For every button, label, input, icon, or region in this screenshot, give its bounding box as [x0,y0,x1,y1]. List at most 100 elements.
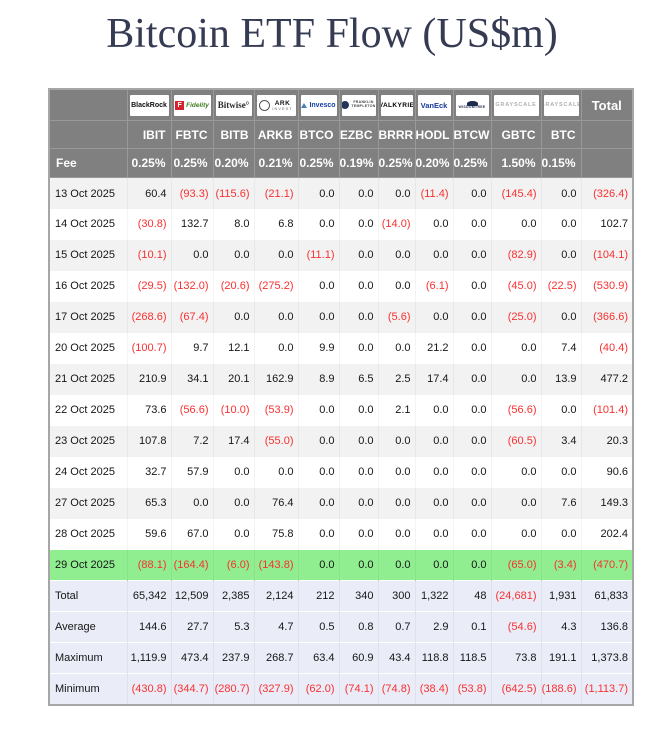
value-cell: 0.5 [298,611,340,643]
value-cell: (56.6) [171,394,214,426]
value-cell: 0.0 [339,549,379,581]
bitwise-logo: Bitwise° [215,94,252,116]
value-cell: 0.0 [254,239,299,271]
ark-wordmark: ARK [274,99,291,107]
value-cell: 20.3 [581,425,634,457]
value-cell: (642.5) [491,673,542,705]
value-cell: 27.7 [171,611,214,643]
value-cell: 9.7 [171,332,214,364]
value-cell: (14.0) [378,208,416,240]
value-cell: (67.4) [171,301,214,333]
ticker-ezbc: EZBC [338,120,379,150]
value-cell: 17.4 [415,363,454,395]
fee-bitb: 0.20% [212,148,255,179]
fee-brrr: 0.25% [377,148,416,179]
value-cell: 7.4 [541,332,582,364]
fee-arkb: 0.21% [253,148,299,179]
value-cell: (74.1) [339,673,379,705]
fee-btc: 0.15% [540,148,582,179]
value-cell: 0.0 [339,425,379,457]
value-cell: 67.0 [171,518,214,550]
value-cell: 162.9 [254,363,299,395]
value-cell: 0.0 [378,332,416,364]
value-cell: (145.4) [491,177,542,209]
value-cell: 0.0 [541,208,582,240]
value-cell: 7.2 [171,425,214,457]
data-row: 21 Oct 2025 210.9 34.1 20.1 162.9 8.9 6.5 2.5 17… [49,363,634,395]
summary-row-average: Average 144.6 27.7 5.3 4.7 0.5 0.8 0.7 2.9 0.1 (54… [49,611,634,643]
date-cell: 27 Oct 2025 [49,487,128,519]
ark-invest-subtext: INVEST [272,105,293,111]
value-cell: 0.0 [213,518,255,550]
value-cell: 2.5 [378,363,416,395]
invesco-wordmark: Invesco [309,101,336,109]
data-row: 20 Oct 2025 (100.7) 9.7 12.1 0.0 9.9 0.0 0.0 21.… [49,332,634,364]
value-cell: 61,833 [581,580,634,612]
value-cell: 75.8 [254,518,299,550]
value-cell: 0.0 [213,487,255,519]
ticker-row: IBIT FBTC BITB ARKB BTCO EZBC BRRR HODL BTCW GBTC… [48,120,634,150]
value-cell: 0.0 [541,456,582,488]
value-cell: (45.0) [491,270,542,302]
value-cell: 0.0 [254,301,299,333]
ticker-hodl: HODL [414,120,454,150]
fee-row: Fee 0.25% 0.25% 0.20% 0.21% 0.25% 0.19% 0.25% 0.… [48,148,634,179]
fidelity-wordmark: Fidelity [186,101,209,109]
value-cell: 0.0 [171,239,214,271]
value-cell: 212 [298,580,340,612]
value-cell: 0.0 [298,456,340,488]
value-cell: (115.6) [213,177,255,209]
value-cell: 0.0 [298,177,340,209]
value-cell: 13.9 [541,363,582,395]
ticker-row-total-spacer [580,120,634,150]
value-cell: 1,119.9 [127,642,172,674]
value-cell: 0.0 [298,270,340,302]
fee-gbtc: 1.50% [490,148,542,179]
value-cell: 0.0 [339,332,379,364]
value-cell: 0.0 [415,518,454,550]
fee-ezbc: 0.19% [338,148,379,179]
value-cell: 4.3 [541,611,582,643]
value-cell: 0.0 [171,487,214,519]
value-cell: (21.1) [254,177,299,209]
date-cell: 15 Oct 2025 [49,239,128,271]
value-cell: 21.2 [415,332,454,364]
value-cell: (24,681) [491,580,542,612]
value-cell: 59.6 [127,518,172,550]
value-cell: 17.4 [213,425,255,457]
value-cell: 102.7 [581,208,634,240]
value-cell: 0.0 [254,332,299,364]
wisdomtree-tree-icon [466,100,478,106]
franklin-wordmark-bottom: TEMPLETON [351,104,376,109]
data-row: 22 Oct 2025 73.6 (56.6) (10.0) (53.9) 0.0 0.0 2… [49,394,634,426]
value-cell: 0.0 [415,208,454,240]
value-cell: 0.0 [298,487,340,519]
value-cell: 0.0 [415,549,454,581]
data-row: 14 Oct 2025 (30.8) 132.7 8.0 6.8 0.0 0.0 (14.0)… [49,208,634,240]
value-cell: 0.0 [298,301,340,333]
value-cell: 132.7 [171,208,214,240]
value-cell: (30.8) [127,208,172,240]
value-cell: 0.0 [415,425,454,457]
value-cell: 32.7 [127,456,172,488]
value-cell: 9.9 [298,332,340,364]
date-cell: 13 Oct 2025 [49,177,128,209]
value-cell: 0.0 [415,456,454,488]
value-cell: (6.0) [213,549,255,581]
valkyrie-logo: VALKYRIE [380,94,413,116]
value-cell: 6.8 [254,208,299,240]
value-cell: (132.0) [171,270,214,302]
blackrock-wordmark: BlackRock [131,101,167,109]
etf-flow-table: BlackRock F Fidelity Bitwise° ARK INVEST I… [48,88,634,706]
franklin-templeton-logo: FRANKLIN TEMPLETON [341,94,376,116]
wisdomtree-wordmark: WISDOMTREE [458,104,486,109]
value-cell: 0.0 [415,239,454,271]
value-cell: 60.4 [127,177,172,209]
value-cell: (10.0) [213,394,255,426]
data-row: 27 Oct 2025 65.3 0.0 0.0 76.4 0.0 0.0 0.0 0.0 0.0… [49,487,634,519]
value-cell: 237.9 [213,642,255,674]
value-cell: 0.0 [378,487,416,519]
value-cell: 0.0 [453,549,492,581]
value-cell: 0.0 [453,425,492,457]
data-row: 17 Oct 2025 (268.6) (67.4) 0.0 0.0 0.0 0.0 (5.6… [49,301,634,333]
